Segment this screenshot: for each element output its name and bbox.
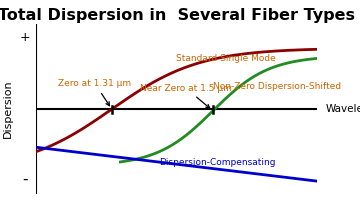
Text: Zero at 1.31 μm: Zero at 1.31 μm [58,79,132,106]
Title: Total Dispersion in  Several Fiber Types: Total Dispersion in Several Fiber Types [0,8,355,23]
Text: Non-Zero Dispersion-Shifted: Non-Zero Dispersion-Shifted [213,82,341,91]
Text: Dispersion: Dispersion [3,80,13,139]
Text: -: - [22,172,27,187]
Text: Dispersion-Compensating: Dispersion-Compensating [159,158,276,167]
Text: Near Zero at 1.5 μm: Near Zero at 1.5 μm [140,83,232,108]
Text: +: + [19,31,30,44]
Text: Wavelength: Wavelength [325,104,360,114]
Text: Standard Single Mode: Standard Single Mode [176,54,276,63]
